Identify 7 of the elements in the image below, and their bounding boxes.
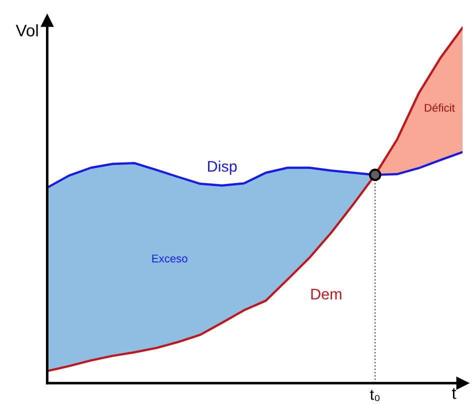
series-label: Disp: [208, 160, 237, 175]
series-label: Dem: [311, 288, 342, 300]
text: t₀: [370, 390, 380, 402]
annotation: Exceso: [152, 254, 188, 262]
y-axis-title: Vol: [16, 24, 38, 36]
x-axis-title: t: [452, 388, 456, 399]
annotation: Déficit: [424, 103, 455, 112]
